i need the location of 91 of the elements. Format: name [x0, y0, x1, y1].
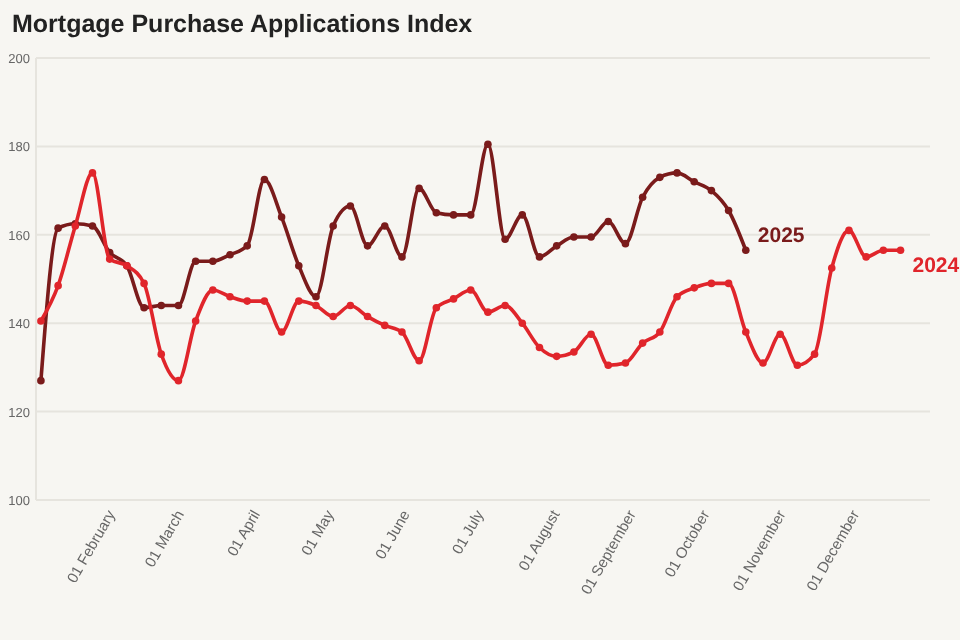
point	[759, 359, 767, 367]
point	[209, 257, 217, 266]
point	[415, 184, 423, 193]
point	[277, 213, 286, 221]
point	[501, 301, 509, 310]
point	[243, 297, 252, 305]
point	[363, 242, 372, 250]
point	[157, 350, 166, 358]
point	[346, 301, 355, 310]
point	[260, 175, 269, 184]
point	[88, 169, 97, 177]
point	[518, 211, 527, 219]
point	[88, 222, 97, 230]
point	[862, 253, 870, 261]
point	[312, 301, 320, 310]
point	[380, 321, 389, 330]
point	[105, 255, 114, 263]
point	[277, 328, 286, 336]
point	[346, 202, 355, 210]
point	[415, 356, 423, 365]
point	[432, 303, 441, 312]
point	[776, 330, 784, 339]
point	[260, 297, 269, 305]
point	[37, 376, 45, 385]
point	[466, 211, 475, 219]
point	[295, 261, 303, 270]
point	[707, 279, 716, 288]
series-label: 2025	[757, 224, 805, 249]
point	[673, 169, 681, 177]
point	[54, 281, 62, 290]
point	[191, 317, 200, 325]
point	[724, 206, 733, 215]
point	[501, 235, 509, 244]
point	[827, 264, 836, 272]
point	[621, 359, 630, 367]
point	[570, 233, 578, 241]
point	[673, 292, 681, 301]
point	[380, 222, 389, 230]
point	[466, 286, 475, 294]
point	[690, 284, 699, 292]
point	[140, 279, 148, 288]
point	[690, 177, 699, 186]
series-label: 2024	[912, 254, 960, 279]
point	[37, 317, 45, 325]
point	[552, 242, 561, 250]
point	[552, 352, 561, 361]
point	[604, 217, 613, 226]
point	[707, 186, 716, 195]
point	[312, 292, 320, 301]
point	[742, 328, 750, 336]
point	[896, 246, 905, 255]
point	[570, 348, 578, 356]
point	[54, 224, 62, 232]
point	[656, 173, 664, 182]
point	[432, 208, 441, 217]
point	[363, 312, 372, 321]
point	[295, 297, 303, 305]
point	[398, 328, 406, 336]
point	[604, 361, 613, 369]
point	[329, 312, 337, 321]
point	[742, 246, 750, 255]
point	[793, 361, 802, 369]
point	[191, 257, 200, 266]
point	[329, 222, 337, 230]
point	[449, 295, 458, 303]
chart-title: Mortgage Purchase Applications Index	[12, 10, 473, 38]
point	[174, 376, 183, 385]
point	[209, 286, 217, 294]
point	[879, 246, 888, 255]
point	[174, 301, 183, 310]
point	[587, 233, 595, 241]
point	[484, 140, 492, 148]
point	[656, 328, 664, 336]
point	[484, 308, 492, 316]
point	[724, 279, 733, 288]
point	[140, 303, 148, 312]
point	[638, 193, 647, 202]
point	[638, 339, 647, 347]
point	[518, 319, 527, 327]
point	[157, 301, 166, 310]
point	[449, 211, 458, 219]
point	[587, 330, 595, 339]
point	[243, 242, 252, 250]
point	[845, 226, 853, 235]
point	[535, 253, 544, 261]
point	[535, 343, 544, 352]
point	[226, 292, 234, 301]
point	[810, 350, 819, 358]
point	[621, 239, 630, 248]
point	[398, 253, 406, 261]
point	[226, 250, 234, 259]
